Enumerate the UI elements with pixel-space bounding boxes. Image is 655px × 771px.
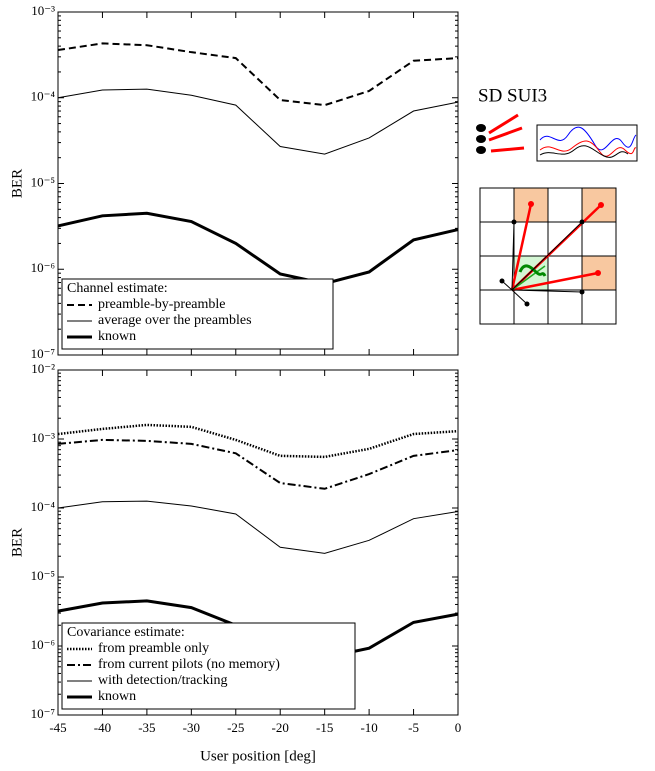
legend-label: average over the preambles	[98, 313, 252, 328]
antenna	[476, 135, 486, 143]
arrow	[488, 113, 519, 135]
y-tick-label: 10⁻⁶	[31, 637, 55, 652]
y-tick-label: 10⁻³	[31, 430, 55, 445]
point	[511, 219, 517, 225]
grid-diagram	[479, 187, 617, 325]
legend-label: known	[98, 689, 136, 704]
x-tick-label: -35	[138, 720, 155, 735]
x-tick-label: 0	[455, 720, 462, 735]
legend-box	[61, 622, 356, 710]
x-tick-label: -45	[49, 720, 66, 735]
legend-label: with detection/tracking	[98, 673, 227, 688]
point	[579, 219, 585, 225]
y-tick-label: 10⁻⁴	[31, 499, 56, 514]
y-tick-label: 10⁻⁴	[31, 89, 56, 104]
x-tick-label: -40	[94, 720, 111, 735]
y-tick-label: 10⁻⁷	[31, 706, 55, 721]
x-axis-label: User position [deg]	[200, 748, 316, 764]
path	[511, 221, 583, 291]
signal	[539, 126, 637, 151]
y-tick-label: 10⁻⁵	[31, 568, 55, 583]
y-tick-label: 10⁻³	[31, 3, 55, 18]
path	[511, 265, 546, 291]
path	[511, 271, 599, 292]
x-tick-label: -10	[360, 720, 377, 735]
point	[499, 278, 505, 284]
path	[511, 221, 515, 291]
legend-label: from current pilots (no memory)	[98, 657, 280, 672]
x-tick-label: -20	[272, 720, 289, 735]
data-line	[57, 88, 459, 155]
point	[595, 270, 601, 276]
legend-title: Channel estimate:	[67, 281, 168, 296]
arrow	[488, 126, 523, 142]
legend-label: from preamble only	[98, 641, 209, 656]
path	[511, 289, 583, 293]
signal	[539, 140, 637, 157]
legend-box	[61, 278, 334, 350]
x-tick-label: -30	[183, 720, 200, 735]
data-line	[57, 423, 459, 459]
antenna	[476, 124, 486, 132]
y-tick-label: 10⁻⁶	[31, 260, 55, 275]
y-axis-label: BER	[9, 528, 25, 557]
legend-title: Covariance estimate:	[67, 625, 185, 640]
point	[524, 301, 530, 307]
y-tick-label: 10⁻⁷	[31, 346, 55, 361]
antenna-diagram	[476, 113, 638, 162]
y-tick-label: 10⁻²	[31, 361, 55, 376]
point	[598, 202, 604, 208]
legend-label: preamble-by-preamble	[98, 297, 226, 312]
signal-box	[536, 124, 638, 162]
diagram-title: SD SUI3	[478, 85, 547, 106]
signal	[539, 145, 629, 158]
antenna	[476, 146, 486, 154]
plot-frame	[57, 369, 459, 716]
data-line	[57, 211, 459, 286]
track	[518, 264, 547, 277]
x-tick-label: -15	[316, 720, 333, 735]
data-line	[57, 500, 459, 554]
x-tick-label: -25	[227, 720, 244, 735]
data-line	[57, 438, 459, 490]
legend-label: known	[98, 329, 136, 344]
data-line	[57, 42, 459, 107]
arrow	[490, 146, 525, 153]
point	[528, 201, 534, 207]
x-tick-label: -5	[408, 720, 419, 735]
y-tick-label: 10⁻⁵	[31, 174, 55, 189]
path	[511, 289, 528, 305]
y-axis-label: BER	[9, 169, 25, 198]
point	[579, 289, 585, 295]
path	[510, 203, 533, 291]
